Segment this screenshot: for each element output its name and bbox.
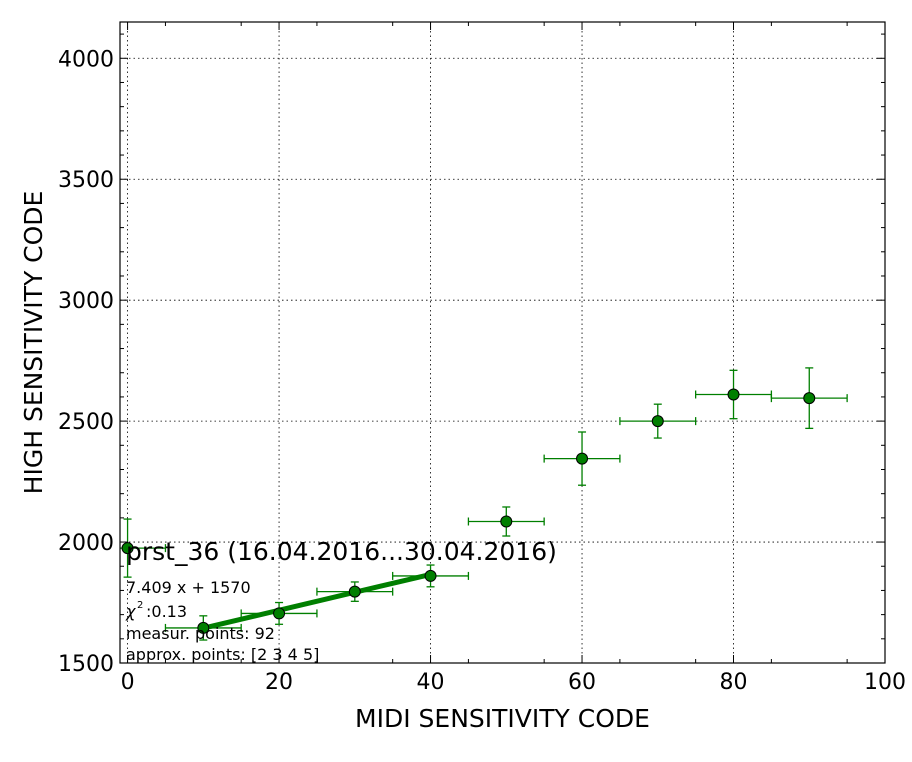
x-tick-label: 60 bbox=[568, 670, 596, 695]
data-point bbox=[164, 615, 242, 641]
points-layer bbox=[120, 367, 848, 641]
data-point bbox=[770, 367, 848, 430]
data-marker bbox=[651, 415, 664, 428]
y-tick-label: 4000 bbox=[58, 47, 114, 72]
data-point bbox=[543, 431, 621, 486]
x-tick-label: 100 bbox=[864, 670, 906, 695]
tick-labels: 0 20 40 60 80 100 1500 2000 2500 3000 3500 4000 bbox=[58, 47, 906, 695]
x-tick-label: 0 bbox=[121, 670, 135, 695]
data-point bbox=[120, 518, 167, 578]
chi-squared-superscript: 2 bbox=[137, 600, 143, 611]
data-point bbox=[316, 581, 394, 602]
chi-squared-value: :0.13 bbox=[146, 602, 187, 621]
x-tick-label: 20 bbox=[265, 670, 293, 695]
fit-equation: 7.409 x + 1570 bbox=[126, 578, 251, 597]
measur-points: measur. points: 92 bbox=[126, 624, 275, 643]
y-axis-label: HIGH SENSITIVITY CODE bbox=[19, 191, 48, 495]
data-marker bbox=[197, 621, 210, 634]
data-point bbox=[467, 506, 545, 537]
data-marker bbox=[803, 392, 816, 405]
data-point bbox=[392, 564, 470, 588]
data-marker bbox=[121, 542, 134, 555]
x-axis-label: MIDI SENSITIVITY CODE bbox=[355, 704, 650, 733]
y-tick-label: 2500 bbox=[58, 410, 114, 435]
data-marker bbox=[424, 569, 437, 582]
chi-squared-symbol: χ bbox=[125, 602, 136, 621]
data-marker bbox=[273, 607, 286, 620]
plot-frame bbox=[119, 21, 886, 664]
y-tick-label: 1500 bbox=[58, 652, 114, 677]
fit-layer bbox=[202, 571, 432, 631]
x-tick-label: 40 bbox=[417, 670, 445, 695]
data-point bbox=[619, 403, 697, 439]
fit-line bbox=[202, 571, 432, 631]
plot-title: prst_36 (16.04.2016...30.04.2016) bbox=[126, 537, 557, 566]
data-marker bbox=[348, 585, 361, 598]
y-tick-label: 2000 bbox=[58, 531, 114, 556]
y-tick-label: 3000 bbox=[58, 289, 114, 314]
x-tick-label: 80 bbox=[720, 670, 748, 695]
y-tick-label: 3500 bbox=[58, 168, 114, 193]
data-marker bbox=[727, 388, 740, 401]
ticks bbox=[120, 22, 886, 664]
data-marker bbox=[576, 452, 589, 465]
approx-points: approx. points: [2 3 4 5] bbox=[126, 645, 319, 664]
data-point bbox=[240, 601, 318, 625]
data-marker bbox=[500, 515, 513, 528]
chi-squared-annotation: χ 2 :0.13 bbox=[125, 600, 187, 621]
